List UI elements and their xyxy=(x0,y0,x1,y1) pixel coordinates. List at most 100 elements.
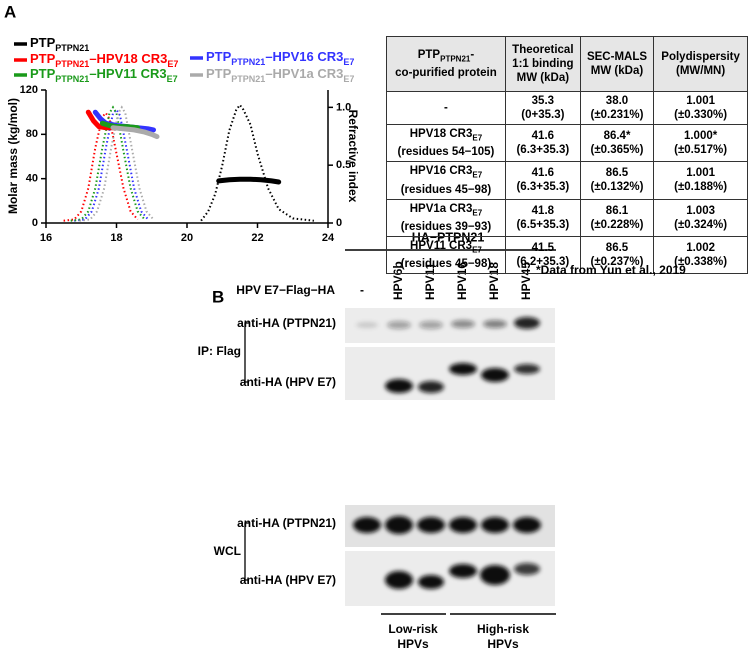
row-label: anti-HA (PTPN21) xyxy=(237,516,336,530)
subscript: PTPN21 xyxy=(55,59,89,69)
panel-label: B xyxy=(212,287,224,306)
group-label: HPVs xyxy=(487,637,519,651)
text-run: (MW/MN) xyxy=(676,65,726,77)
text-run: (±0.237%) xyxy=(590,256,644,269)
text-run: (±0.231%) xyxy=(590,109,644,121)
text-run: (±0.365%) xyxy=(590,144,644,157)
legend-entry: PTPPTPN21–HPV1a CR3E7 xyxy=(206,66,354,84)
text-run: 41.6 xyxy=(531,130,555,143)
group-label: High-risk xyxy=(477,622,529,636)
text-run: Polydispersity xyxy=(661,51,740,63)
subscript: PTPN21 xyxy=(55,43,89,53)
text-run: (0+35.3) xyxy=(521,109,565,121)
panel-label: A xyxy=(4,2,16,21)
table-row: HPV18 CR3E7 (residues 54−105) 41.6 (6.3+35.… xyxy=(386,123,748,163)
table-cell: Theoretical 1:1 binding MW (kDa) xyxy=(504,36,581,92)
legend-entry: PTPPTPN21–HPV11 CR3E7 xyxy=(30,66,178,84)
table-cell: 1.001 (±0.330%) xyxy=(653,91,748,125)
table-cell: 1.002 (±0.338%) xyxy=(653,235,748,275)
text-run: (6.3+35.3) xyxy=(516,181,570,194)
text-run: PTP xyxy=(417,48,441,61)
text-run: (6.2+35.3) xyxy=(516,256,570,269)
text-run: 1.003 xyxy=(686,204,715,217)
text-run: PTP xyxy=(30,51,56,66)
row-label: anti-HA (PTPN21) xyxy=(237,316,336,330)
table-cell: 41.5 (6.2+35.3) xyxy=(504,235,581,275)
subscript: E7 xyxy=(472,133,483,143)
text-run: SEC-MALS xyxy=(586,51,648,63)
text-run: –HPV18 CR3 xyxy=(89,51,167,66)
text-run: (±0.330%) xyxy=(674,109,728,121)
table-cell: - xyxy=(386,91,506,125)
group-label: WCL xyxy=(214,544,241,558)
row-label: HPV E7−Flag−HA xyxy=(236,283,335,297)
text-run: 35.3 xyxy=(531,95,555,107)
subscript: PTPN21 xyxy=(440,54,471,64)
table-cell: 86.5 (±0.237%) xyxy=(579,235,655,275)
subscript: E7 xyxy=(167,74,178,84)
y2-tick-label: 0.5 xyxy=(336,159,351,171)
text-run: MW (kDa) xyxy=(516,72,570,84)
x-tick-label: 16 xyxy=(40,232,52,244)
table-cell: SEC-MALS MW (kDa) xyxy=(579,36,655,92)
text-run: MW (kDa) xyxy=(590,65,644,77)
refractive-index-line xyxy=(200,103,315,222)
legend-entry: PTPPTPN21 xyxy=(30,35,89,53)
table-cell: HPV18 CR3E7 (residues 54−105) xyxy=(386,123,506,163)
text-run: (±0.517%) xyxy=(674,144,728,157)
subscript: PTPN21 xyxy=(231,57,265,67)
text-run: co-purified protein xyxy=(395,67,497,80)
x-tick-label: 24 xyxy=(322,232,335,244)
data-table: PTPPTPN21- co-purified protein Theoretical… xyxy=(386,36,748,275)
text-run: - xyxy=(444,102,448,114)
molar-mass-line xyxy=(216,176,282,185)
text-run: (residues 39−93) xyxy=(400,220,492,233)
text-run: PTP xyxy=(30,66,56,81)
group-label: IP: Flag xyxy=(198,344,241,358)
text-run: (residues 54−105) xyxy=(397,146,495,159)
text-run: HPV11 CR3 xyxy=(410,239,473,252)
text-run: 86.1 xyxy=(605,204,629,217)
bracket xyxy=(244,322,249,581)
molar-mass-line xyxy=(110,125,160,140)
table-cell: 86.1 (±0.228%) xyxy=(579,198,655,237)
table-row: - 35.3 (0+35.3) 38.0 (±0.231%) 1.001 (±0.330%) xyxy=(386,91,748,125)
legend-entry: PTPPTPN21–HPV18 CR3E7 xyxy=(30,51,178,69)
text-run: 41.8 xyxy=(531,204,555,217)
x-tick-label: 22 xyxy=(251,232,263,244)
y-axis-label: Molar mass (kg/mol) xyxy=(6,98,20,214)
subscript: E7 xyxy=(472,170,483,180)
table-cell: 35.3 (0+35.3) xyxy=(504,91,581,125)
table-row: HPV1a CR3E7 (residues 39−93) 41.8 (6.5+35.3… xyxy=(386,198,748,237)
text-run: (±0.188%) xyxy=(674,181,728,194)
text-run: (±0.228%) xyxy=(590,218,644,231)
group-label: Low-risk xyxy=(388,622,438,636)
table-row: HPV11 CR3E7 (residues 45−98) 41.5 (6.2+35.3… xyxy=(386,235,748,275)
text-run: 41.6 xyxy=(531,167,555,180)
text-run: (±0.132%) xyxy=(590,181,644,194)
legend-entry: PTPPTPN21–HPV16 CR3E7 xyxy=(206,49,354,67)
text-run: 41.5 xyxy=(531,242,555,255)
footnote: *Data from Yun et al., 2019 xyxy=(536,263,686,277)
y-tick-label: 120 xyxy=(20,84,38,96)
text-run: 86.4* xyxy=(603,130,631,143)
table-cell: 41.6 (6.3+35.3) xyxy=(504,161,581,200)
text-run: HPV1a CR3 xyxy=(409,202,473,215)
refractive-index-line xyxy=(63,111,139,222)
table-cell: 86.5 (±0.132%) xyxy=(579,161,655,200)
table-cell: 86.4* (±0.365%) xyxy=(579,123,655,163)
table-cell: HPV11 CR3E7 (residues 45−98) xyxy=(386,235,506,275)
y2-tick-label: 1.0 xyxy=(336,101,351,113)
text-run: - xyxy=(470,48,475,61)
y-tick-label: 0 xyxy=(32,217,38,229)
subscript: PTPN21 xyxy=(231,74,265,84)
subscript: E7 xyxy=(472,207,483,217)
table-cell: 41.6 (6.3+35.3) xyxy=(504,123,581,163)
text-run: 86.5 xyxy=(605,167,629,180)
row-label: anti-HA (HPV E7) xyxy=(240,375,336,389)
text-run: 1.001 xyxy=(686,95,715,107)
table-cell: 38.0 (±0.231%) xyxy=(579,91,655,125)
text-run: Theoretical xyxy=(512,44,574,56)
